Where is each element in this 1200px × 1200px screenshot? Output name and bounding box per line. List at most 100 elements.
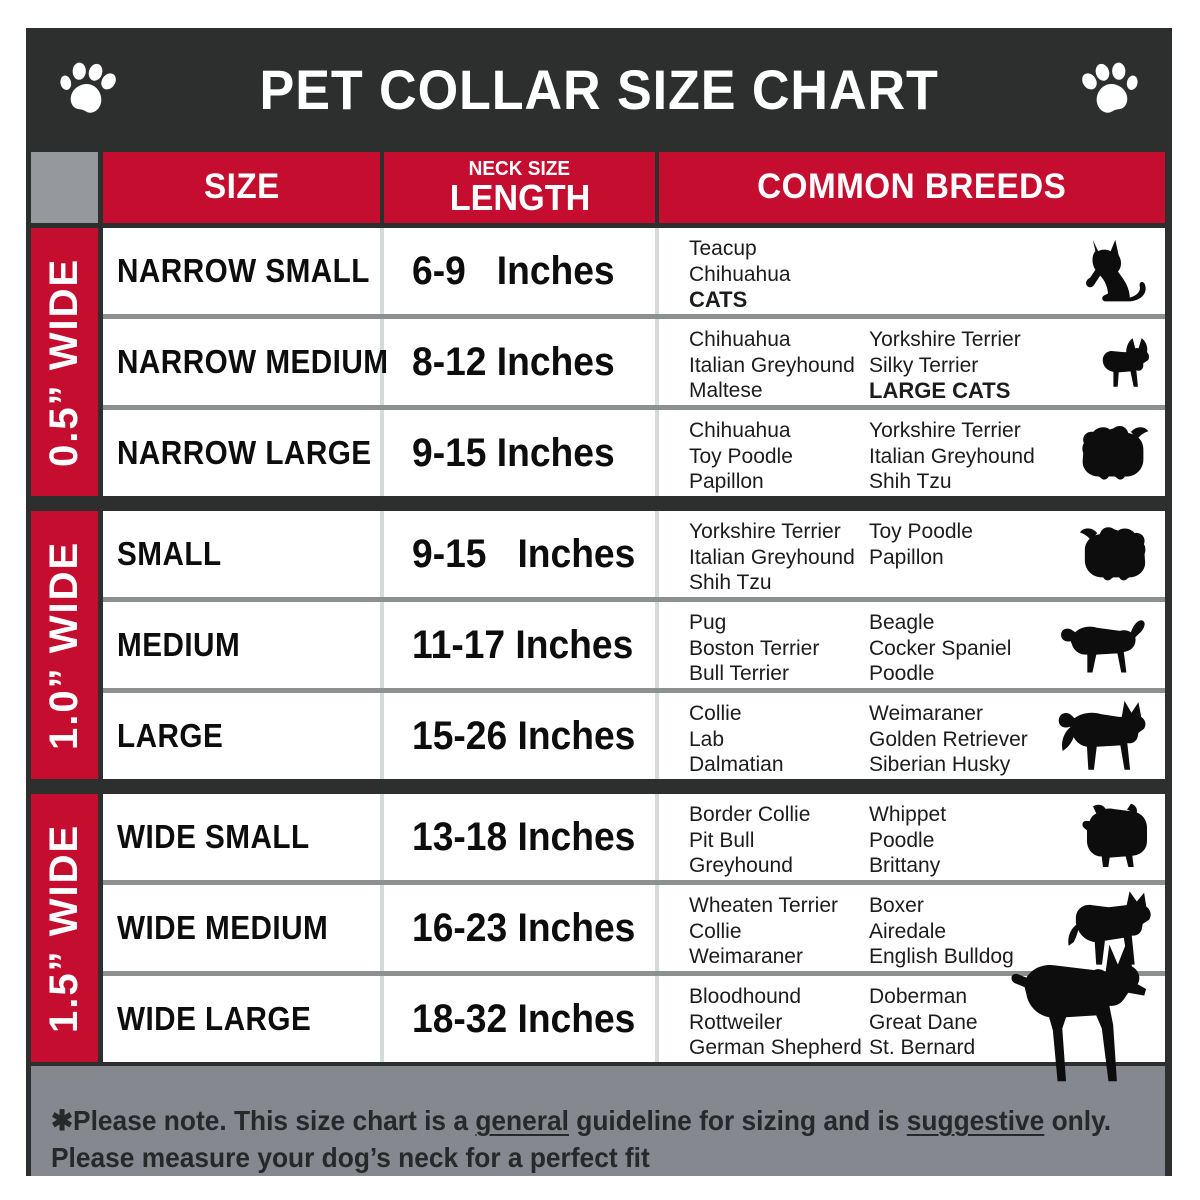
breeds-cell: Chihuahua Italian Greyhound Maltese Yorkshi… [659, 319, 1165, 405]
breed-name: Chihuahua [689, 262, 791, 286]
breed-name: LARGE CATS [869, 378, 1011, 403]
size-group: 1.0” WIDE SMALL 9-15 Inches Yorkshire Terri… [26, 511, 1172, 779]
column-divider [380, 511, 384, 597]
breed-name: Weimaraner [869, 702, 983, 725]
size-cell: NARROW MEDIUM [103, 319, 388, 405]
length-value: 6-9 Inches [412, 248, 615, 293]
row-separator [103, 405, 1165, 410]
size-label: NARROW MEDIUM [117, 343, 389, 380]
underlined-word: suggestive [906, 1105, 1045, 1136]
column-divider [380, 319, 384, 405]
breed-name: Rottweiler [689, 1010, 783, 1034]
table-row: NARROW MEDIUM 8-12 Inches Chihuahua Italian… [103, 319, 1165, 405]
paw-icon [56, 54, 122, 124]
row-separator [103, 314, 1165, 319]
column-divider [655, 885, 659, 971]
breed-name: Collie [689, 919, 742, 943]
column-divider [655, 228, 659, 314]
breed-name: Shih Tzu [689, 571, 772, 594]
breeds-column-2 [869, 234, 1069, 236]
breed-name: Maltese [689, 379, 763, 402]
breed-name: Pit Bull [689, 828, 755, 852]
footer-note-line1: ✱Please note. This size chart is a gener… [51, 1102, 1111, 1139]
title-bar: PET COLLAR SIZE CHART [26, 28, 1172, 152]
group-separator [26, 496, 1172, 511]
paw-icon [1076, 54, 1142, 124]
breed-name: Bloodhound [689, 985, 802, 1008]
size-label: SMALL [117, 535, 222, 572]
column-header-breeds: COMMON BREEDS [659, 151, 1165, 223]
breed-name: Teacup [689, 237, 757, 260]
size-label: WIDE LARGE [117, 1000, 312, 1037]
footer-note-line2: Please measure your dog’s neck for a per… [51, 1142, 650, 1173]
breed-name: Brittany [869, 854, 941, 877]
breed-name: English Bulldog [869, 945, 1014, 968]
table-row: LARGE 15-26 Inches Collie Lab Dalmatian Weima… [103, 693, 1165, 779]
column-divider [655, 976, 659, 1062]
size-label: MEDIUM [117, 626, 241, 663]
group-rows: WIDE SMALL 13-18 Inches Border Collie Pit B… [103, 794, 1165, 1082]
row-separator [103, 597, 1165, 602]
column-divider [655, 410, 659, 496]
group-rows: SMALL 9-15 Inches Yorkshire Terrier Italian… [103, 511, 1165, 779]
size-cell: WIDE SMALL [103, 794, 380, 880]
beagle-icon [1051, 613, 1155, 677]
size-cell: LARGE [103, 693, 380, 779]
breed-name: Toy Poodle [689, 444, 793, 468]
breeds-cell: Collie Lab Dalmatian Weimaraner Golden Retri… [659, 693, 1165, 779]
column-divider [380, 228, 384, 314]
width-sidebar: 1.0” WIDE [31, 511, 98, 779]
breeds-cell: Wheaten Terrier Collie Weimaraner Boxer Aire… [659, 885, 1165, 971]
column-divider [655, 511, 659, 597]
shih-tzu-icon [1071, 422, 1155, 484]
breeds-cell: Bloodhound Rottweiler German Shepherd Dober… [659, 942, 1165, 1082]
column-header-breeds-label: COMMON BREEDS [757, 167, 1067, 207]
breeds-cell: Pug Boston Terrier Bull Terrier Beagle Cocke… [659, 602, 1165, 688]
breed-name: Chihuahua [689, 419, 791, 442]
breed-name: Great Dane [869, 1010, 978, 1034]
breeds-column-1: Yorkshire Terrier Italian Greyhound Shih T… [689, 517, 869, 596]
note-text: guideline for sizing and is [568, 1105, 907, 1136]
breed-name: Siberian Husky [869, 753, 1011, 776]
underlined-word: general [475, 1105, 569, 1136]
chihuahua-icon [1091, 329, 1155, 395]
breeds-column-1: Pug Boston Terrier Bull Terrier [689, 608, 869, 687]
length-value: 13-18 Inches [412, 814, 636, 859]
breeds-column-2: Toy Poodle Papillon [869, 517, 1069, 570]
length-cell: 9-15 Inches [384, 410, 655, 496]
size-cell: WIDE MEDIUM [103, 885, 380, 971]
breed-name: Weimaraner [689, 945, 803, 968]
breed-name: Dalmatian [689, 753, 784, 776]
breeds-cell: Teacup Chihuahua CATS [659, 228, 1165, 314]
breeds-column-2: Weimaraner Golden Retriever Siberian Husky [869, 699, 1069, 778]
breed-name: St. Bernard [869, 1036, 976, 1059]
breed-name: Toy Poodle [869, 520, 973, 543]
breed-name: Silky Terrier [869, 353, 979, 377]
breeds-column-2: Doberman Great Dane St. Bernard [869, 982, 1069, 1061]
column-divider [655, 794, 659, 880]
breeds-cell: Yorkshire Terrier Italian Greyhound Shih T… [659, 511, 1165, 597]
breed-name: Papillon [689, 470, 764, 493]
breeds-column-1: Collie Lab Dalmatian [689, 699, 869, 778]
size-cell: MEDIUM [103, 602, 380, 688]
doberman-icon [1007, 940, 1159, 1086]
breed-name: Poodle [869, 662, 935, 685]
breeds-column-1: Border Collie Pit Bull Greyhound [689, 800, 869, 879]
breeds-column-1: Bloodhound Rottweiler German Shepherd [689, 982, 869, 1061]
length-cell: 16-23 Inches [384, 885, 655, 971]
length-cell: 11-17 Inches [384, 602, 655, 688]
length-cell: 6-9 Inches [384, 228, 655, 314]
breed-name: Chihuahua [689, 328, 791, 351]
table-row: SMALL 9-15 Inches Yorkshire Terrier Italian… [103, 511, 1165, 597]
row-separator [103, 971, 1165, 976]
table-row: WIDE SMALL 13-18 Inches Border Collie Pit B… [103, 794, 1165, 880]
breed-name: Golden Retriever [869, 727, 1028, 751]
breed-name: Wheaten Terrier [689, 894, 839, 917]
column-divider [655, 602, 659, 688]
breed-name: Yorkshire Terrier [869, 328, 1021, 351]
size-cell: NARROW LARGE [103, 410, 380, 496]
table-header-row: SIZE NECK SIZE LENGTH COMMON BREEDS [26, 151, 1172, 223]
breed-name: Bull Terrier [689, 662, 789, 685]
breeds-column-2: Yorkshire Terrier Silky Terrier LARGE CATS [869, 325, 1069, 404]
